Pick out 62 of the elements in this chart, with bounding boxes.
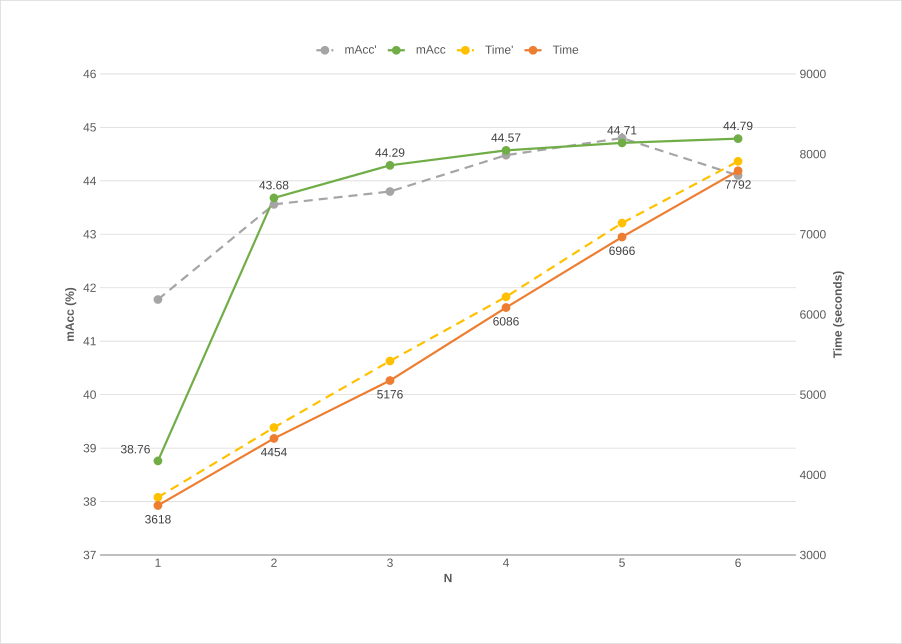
x-axis-title: N (444, 574, 452, 582)
y-tick-label: 39 (84, 444, 96, 452)
point (618, 232, 626, 242)
point (270, 423, 278, 432)
y2-tick-label: 7000 (800, 230, 826, 239)
legend-label: mAcc' (345, 45, 376, 54)
data-label: 6086 (493, 317, 519, 326)
y2-axis-title: Time (seconds) (833, 271, 844, 358)
legend-label: Time' (485, 45, 513, 54)
point (734, 134, 742, 144)
y2-tick-label: 5000 (800, 390, 826, 399)
data-label: 44.79 (723, 122, 752, 130)
legend-label: Time (552, 45, 578, 54)
data-label: 5176 (377, 390, 403, 399)
y-tick-label: 44 (83, 176, 96, 185)
x-tick-label: 1 (156, 558, 161, 567)
y-tick-label: 38 (84, 497, 96, 506)
y2-tick-label: 3000 (800, 550, 826, 560)
data-label: 7792 (725, 180, 751, 189)
data-label: 44.29 (375, 148, 404, 157)
point (386, 376, 394, 385)
point (386, 187, 394, 196)
x-tick-label: 2 (271, 558, 277, 567)
y2-tick-label: 4000 (800, 470, 826, 480)
x-tick-label: 5 (619, 558, 625, 567)
point (734, 156, 742, 166)
point (154, 492, 162, 502)
y-tick-label: 45 (83, 123, 96, 132)
point (154, 501, 162, 510)
data-label: 43.68 (259, 180, 288, 190)
legend-label: mAcc (416, 45, 446, 54)
point (618, 218, 626, 228)
point (502, 292, 510, 302)
point (386, 160, 394, 170)
x-tick-label: 4 (502, 558, 509, 567)
y-axis-title: mAcc (%) (65, 288, 76, 341)
y-tick-label: 46 (83, 70, 96, 78)
data-label: 4454 (260, 448, 287, 456)
point (270, 434, 278, 443)
point (734, 166, 742, 176)
point (618, 138, 626, 148)
y-tick-label: 41 (83, 337, 96, 346)
y2-tick-label: 9000 (800, 70, 826, 78)
data-label: 44.57 (491, 134, 520, 142)
point (386, 356, 394, 366)
x-tick-label: 3 (387, 558, 393, 568)
y2-tick-label: 8000 (800, 150, 826, 158)
data-label: 3618 (145, 515, 171, 524)
point (270, 194, 278, 202)
x-tick-label: 6 (735, 558, 741, 568)
y-tick-label: 37 (84, 550, 96, 560)
point (502, 146, 510, 155)
point (154, 295, 162, 304)
y-tick-label: 40 (83, 390, 96, 399)
data-label: 44.71 (607, 126, 636, 134)
point (154, 456, 162, 466)
y2-tick-label: 6000 (800, 310, 826, 319)
point (502, 303, 510, 312)
y-tick-label: 42 (83, 284, 96, 292)
data-label: 38.76 (120, 444, 150, 454)
y-tick-label: 43 (83, 230, 96, 239)
data-label: 6966 (609, 246, 635, 256)
